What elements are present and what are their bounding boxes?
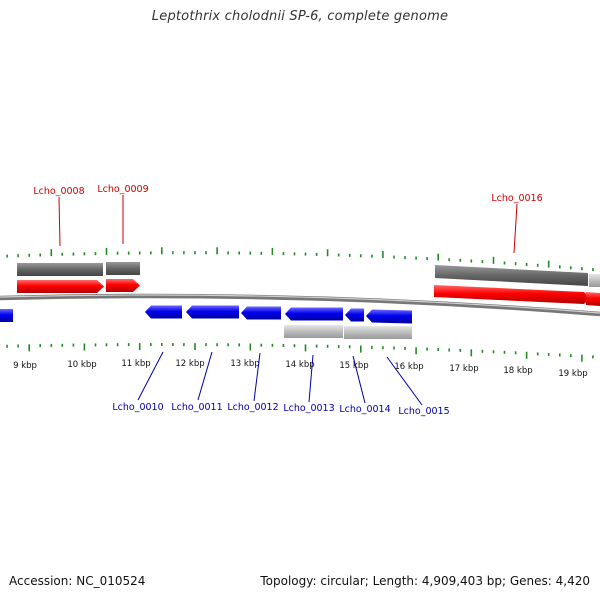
- gene-label-lcho-0008[interactable]: Lcho_0008: [33, 186, 84, 197]
- outer-tick-ring: [6, 247, 594, 272]
- kbp-label: 17 kbp: [449, 364, 478, 374]
- genome-backbone-highlight: [0, 294, 600, 314]
- forward-label-leaders: [58, 195, 518, 254]
- feature-bar[interactable]: [284, 325, 343, 338]
- inner-tick-ring: [6, 343, 594, 362]
- feature-bar[interactable]: [344, 326, 412, 339]
- gene-arrow-lcho-0014[interactable]: [345, 308, 364, 322]
- map-title: Leptothrix cholodnii SP-6, complete geno…: [151, 9, 449, 24]
- kbp-label: 15 kbp: [339, 361, 368, 371]
- leader-line: [197, 351, 213, 401]
- kbp-label: 10 kbp: [67, 360, 96, 370]
- gene-arrow-lcho-0015[interactable]: [366, 309, 412, 324]
- gene-arrow-lcho-0011[interactable]: [186, 305, 239, 319]
- gene-arrow-lcho-0008[interactable]: [17, 280, 104, 293]
- reverse-label-leaders: [137, 351, 423, 406]
- leader-line: [58, 196, 61, 247]
- leader-line: [386, 356, 423, 406]
- gene-label-lcho-0010[interactable]: Lcho_0010: [112, 402, 163, 413]
- feature-bar[interactable]: [589, 274, 600, 287]
- feature-bar[interactable]: [435, 265, 588, 286]
- gene-arrow-lcho-0013[interactable]: [285, 307, 343, 321]
- gene-arrow-lcho-0009[interactable]: [106, 279, 140, 292]
- feature-bar[interactable]: [17, 263, 103, 276]
- leader-line: [137, 351, 164, 401]
- leader-line: [308, 354, 314, 403]
- gene-label-lcho-0009[interactable]: Lcho_0009: [97, 184, 148, 195]
- kbp-label: 18 kbp: [503, 366, 532, 376]
- forward-gene-track: [17, 279, 600, 306]
- genome-summary: Topology: circular; Length: 4,909,403 bp…: [260, 574, 590, 588]
- leader-line: [513, 203, 518, 254]
- gene-arrow-lcho-0010[interactable]: [145, 305, 182, 319]
- gene-label-lcho-0013[interactable]: Lcho_0013: [283, 403, 334, 414]
- kbp-label: 14 kbp: [285, 360, 314, 370]
- leader-line: [352, 355, 366, 404]
- kbp-label: 13 kbp: [230, 359, 259, 369]
- reverse-gene-track: [0, 305, 412, 324]
- gene-label-lcho-0011[interactable]: Lcho_0011: [171, 402, 222, 413]
- kbp-label: 16 kbp: [394, 362, 423, 372]
- kbp-scale: 9 kbp 10 kbp 11 kbp 12 kbp 13 kbp 14 kbp…: [13, 359, 588, 379]
- kbp-label: 19 kbp: [558, 369, 587, 379]
- reverse-feature-track: [284, 325, 412, 339]
- gene-arrow-next[interactable]: [586, 292, 600, 306]
- leader-line: [253, 352, 261, 402]
- forward-gene-labels: Lcho_0008 Lcho_0009 Lcho_0016: [33, 184, 542, 204]
- kbp-label: 12 kbp: [175, 359, 204, 369]
- gene-arrow-prev[interactable]: [0, 309, 13, 322]
- feature-bar[interactable]: [106, 262, 140, 275]
- kbp-label: 11 kbp: [121, 359, 150, 369]
- gene-label-lcho-0012[interactable]: Lcho_0012: [227, 402, 278, 413]
- gene-arrow-lcho-0016[interactable]: [434, 285, 590, 304]
- forward-feature-track: [17, 262, 600, 287]
- gene-arrow-lcho-0012[interactable]: [241, 306, 281, 320]
- gene-label-lcho-0016[interactable]: Lcho_0016: [491, 193, 542, 204]
- gene-label-lcho-0014[interactable]: Lcho_0014: [339, 404, 390, 415]
- accession-label: Accession: NC_010524: [9, 574, 146, 588]
- gene-label-lcho-0015[interactable]: Lcho_0015: [398, 406, 449, 417]
- reverse-gene-labels: Lcho_0010 Lcho_0011 Lcho_0012 Lcho_0013 …: [112, 402, 449, 417]
- kbp-label: 9 kbp: [13, 361, 37, 371]
- genome-backbone: [0, 293, 600, 317]
